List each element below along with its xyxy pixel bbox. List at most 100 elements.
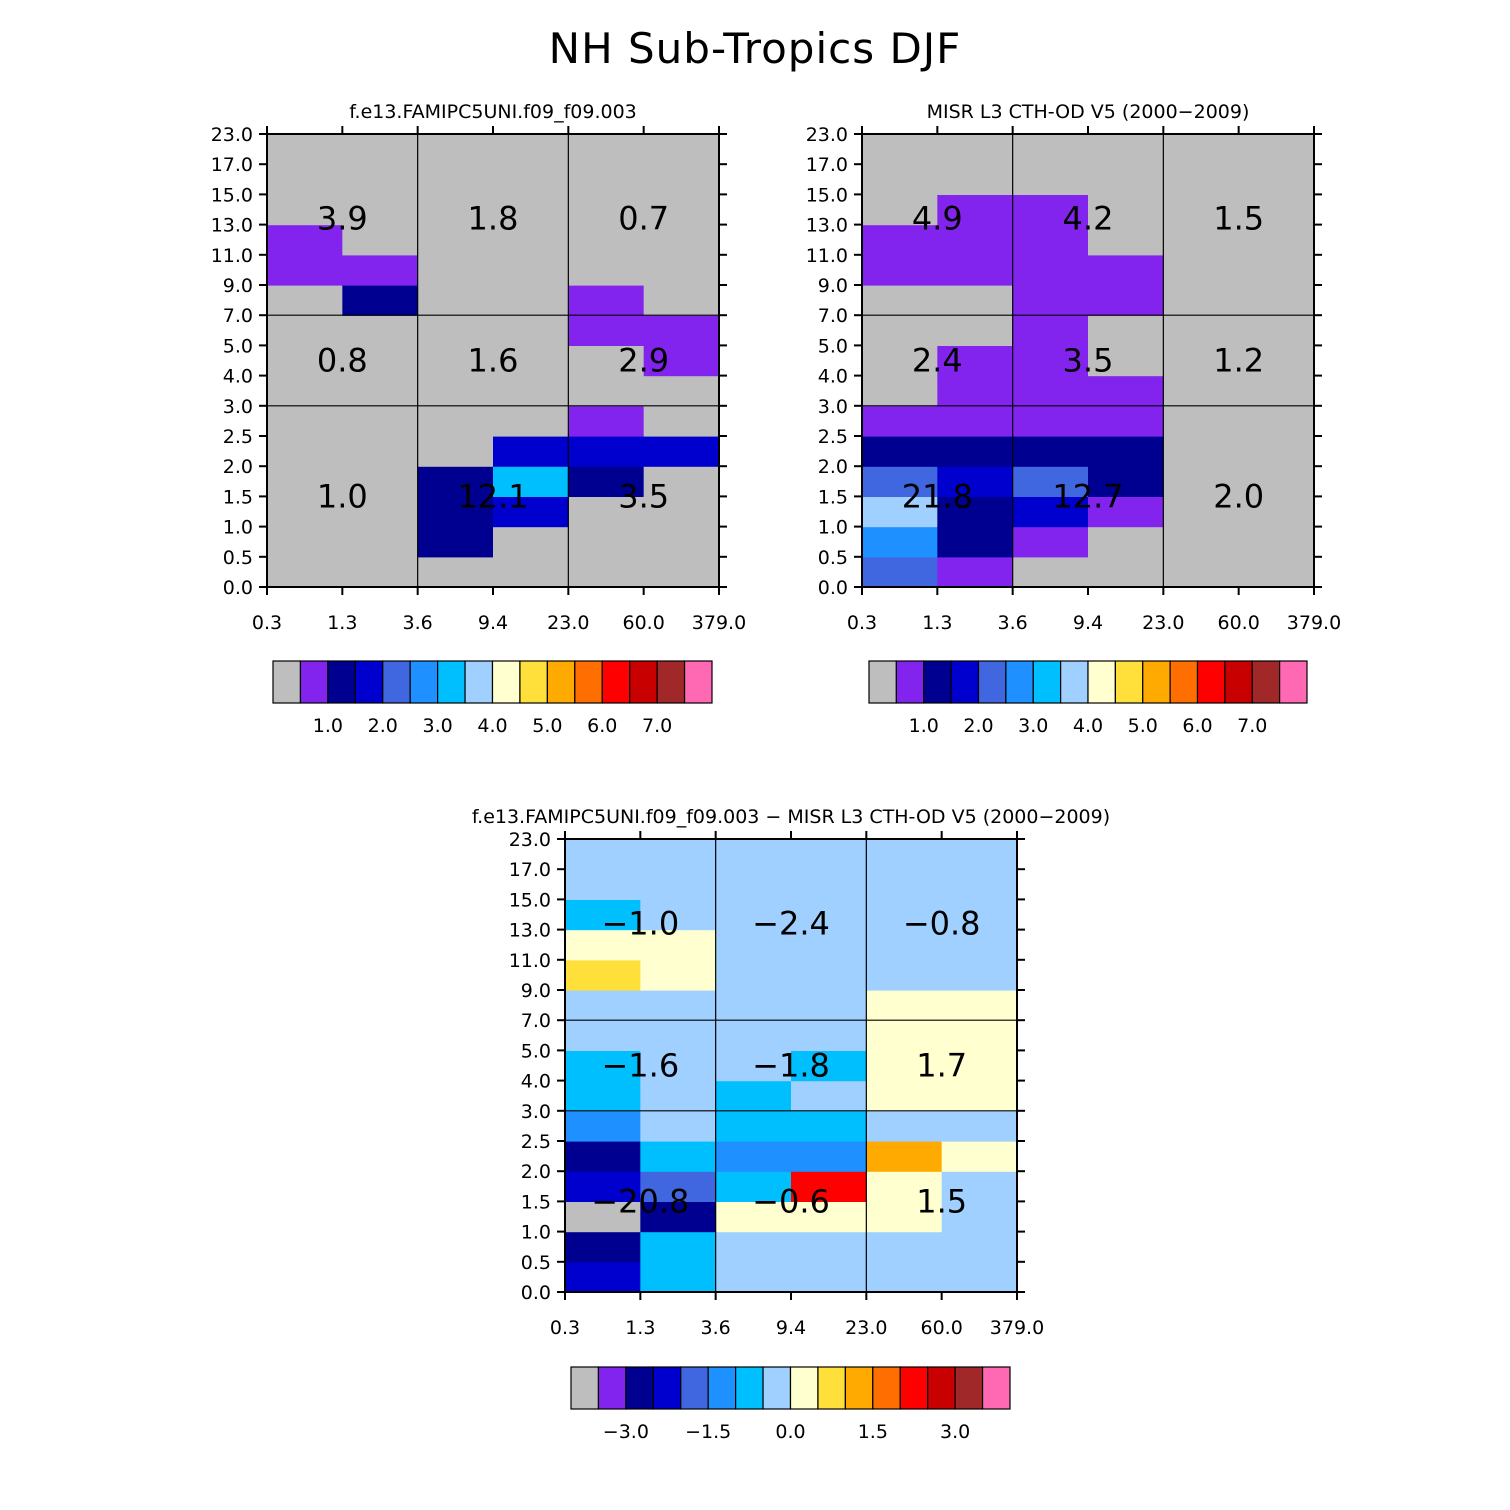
heatmap-cell <box>568 134 645 165</box>
heatmap-cell <box>568 285 645 316</box>
heatmap-cell <box>937 194 1014 226</box>
heatmap-cell <box>791 839 867 870</box>
y-tick-label: 9.0 <box>521 980 551 1002</box>
heatmap-cell <box>342 526 419 558</box>
heatmap-cell <box>342 134 419 165</box>
colorbar-swatch <box>601 660 631 704</box>
region-sum-label: 2.0 <box>1213 477 1264 515</box>
heatmap-cell <box>1163 526 1240 558</box>
colorbar-swatch <box>1196 660 1226 704</box>
y-tick-label: 0.0 <box>818 577 848 599</box>
colorbar-label: −1.5 <box>685 1421 731 1443</box>
heatmap-cell <box>937 375 1014 407</box>
colorbar-swatch <box>923 660 952 704</box>
heatmap-cell <box>941 1141 1018 1172</box>
colorbar-swatch <box>895 660 925 704</box>
heatmap-cell <box>862 556 938 588</box>
y-tick-label: 15.0 <box>806 184 848 206</box>
colorbar-swatch <box>927 1366 956 1410</box>
heatmap-cell <box>342 164 419 195</box>
heatmap-cell <box>1088 285 1164 316</box>
heatmap-cell <box>565 1050 641 1082</box>
heatmap-cell <box>342 315 419 346</box>
heatmap-cell <box>1088 254 1164 286</box>
heatmap-cell <box>1238 285 1315 316</box>
x-tick-label: 23.0 <box>1142 612 1184 634</box>
heatmap-cell <box>1163 164 1240 195</box>
y-tick-label: 4.0 <box>521 1071 551 1093</box>
heatmap-cell <box>565 1261 641 1293</box>
x-tick-label: 0.3 <box>847 612 877 634</box>
region-sum-label: 1.7 <box>916 1047 967 1085</box>
heatmap-cell <box>941 1231 1018 1263</box>
y-tick-label: 11.0 <box>211 245 253 267</box>
heatmap-cell <box>493 345 569 377</box>
heatmap-cell <box>715 1261 792 1293</box>
heatmap-cell <box>1238 164 1315 195</box>
y-tick-label: 17.0 <box>211 154 253 176</box>
heatmap-cell <box>941 1171 1018 1202</box>
x-tick-label: 3.6 <box>998 612 1028 634</box>
panel-title: f.e13.FAMIPC5UNI.f09_f09.003 <box>349 101 637 123</box>
region-sum-label: 12.7 <box>1052 477 1123 515</box>
heatmap-cell <box>941 1261 1018 1293</box>
colorbar-label: 2.0 <box>368 715 398 737</box>
y-tick-label: 23.0 <box>509 829 551 851</box>
heatmap-cell <box>866 839 943 870</box>
heatmap-cell <box>715 1110 792 1142</box>
heatmap-cell <box>1163 224 1240 256</box>
heatmap-cell <box>862 466 938 497</box>
x-tick-label: 1.3 <box>625 1317 655 1339</box>
y-tick-label: 17.0 <box>509 859 551 881</box>
heatmap-cell <box>640 959 717 991</box>
heatmap-cell <box>1238 466 1315 497</box>
colorbar-label: 6.0 <box>587 715 617 737</box>
heatmap-cell <box>267 315 343 346</box>
y-tick-label: 7.0 <box>223 305 253 327</box>
heatmap-cell <box>866 1020 943 1051</box>
colorbar-swatch <box>950 660 980 704</box>
region-sum-label: 4.9 <box>912 200 963 238</box>
heatmap-cell <box>1012 526 1089 558</box>
y-tick-label: 5.0 <box>818 335 848 357</box>
colorbar-swatch <box>625 1366 654 1410</box>
region-sum-label: −1.6 <box>601 1047 679 1085</box>
region-sum-label: 1.2 <box>1213 342 1264 380</box>
colorbar-swatch <box>1032 660 1062 704</box>
heatmap-cell <box>715 1080 792 1112</box>
heatmap-cell <box>791 1141 867 1172</box>
heatmap-cell <box>1238 405 1315 437</box>
x-tick-label: 0.3 <box>252 612 282 634</box>
region-sum-label: 2.9 <box>618 342 669 380</box>
region-sum-label: −0.8 <box>903 905 981 943</box>
heatmap-cell <box>568 345 645 377</box>
heatmap-cell <box>862 194 938 226</box>
y-tick-label: 7.0 <box>521 1010 551 1032</box>
heatmap-cell <box>866 1231 943 1263</box>
x-tick-label: 1.3 <box>922 612 952 634</box>
heatmap-cell <box>640 990 717 1021</box>
heatmap-cell <box>568 496 645 528</box>
heatmap-cell <box>1163 134 1240 165</box>
heatmap-cell <box>342 285 419 316</box>
heatmap-cell <box>791 1050 867 1082</box>
heatmap-cell <box>267 556 343 588</box>
heatmap-cell <box>640 1080 717 1112</box>
colorbar: 1.0 2.0 3.0 4.0 5.0 6.0 7.0 <box>868 660 1308 737</box>
colorbar: 1.0 2.0 3.0 4.0 5.0 6.0 7.0 <box>272 660 713 737</box>
y-tick-label: 0.0 <box>521 1282 551 1304</box>
heatmap-cell <box>715 839 792 870</box>
heatmap-cell <box>1088 134 1164 165</box>
heatmap-cell <box>565 929 641 961</box>
heatmap-cell <box>342 375 419 407</box>
y-tick-label: 15.0 <box>211 184 253 206</box>
heatmap-cell <box>342 466 419 497</box>
x-tick-label: 0.3 <box>550 1317 580 1339</box>
heatmap-cell <box>342 224 419 256</box>
heatmap-cell <box>715 1141 792 1172</box>
heatmap-cell <box>715 1201 792 1233</box>
heatmap-cell <box>715 1050 792 1082</box>
y-tick-label: 0.5 <box>223 547 253 569</box>
colorbar-swatch <box>272 660 302 704</box>
region-sum-label: 3.5 <box>1063 342 1114 380</box>
